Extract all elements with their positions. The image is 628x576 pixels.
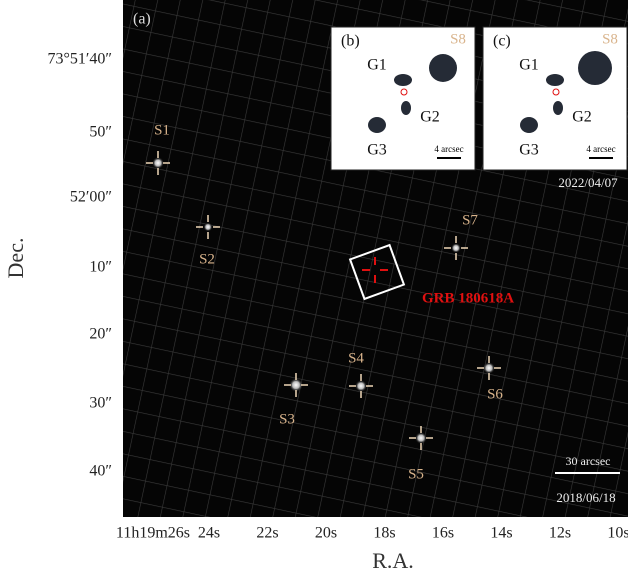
source-label: S5 <box>408 466 424 482</box>
star <box>355 380 367 392</box>
inset-frame <box>330 26 476 171</box>
date: 2022/04/07 <box>558 175 618 190</box>
scale-label: 30 arcsec <box>566 454 611 468</box>
galaxy <box>520 117 538 133</box>
x-tick-label: 24s <box>198 525 220 542</box>
source-label: S2 <box>199 251 215 267</box>
inset-label: G2 <box>572 109 592 126</box>
host-marker <box>552 88 560 96</box>
y-tick-label: 40″ <box>89 463 112 480</box>
galaxy <box>429 54 457 82</box>
galaxy <box>401 101 411 115</box>
grb-label: GRB 180618A <box>422 290 514 306</box>
inset-label: S8 <box>450 31 466 47</box>
x-tick-label: 18s <box>373 525 395 542</box>
source-label: S1 <box>154 122 170 138</box>
date: 2018/06/18 <box>556 490 615 505</box>
inset-frame <box>482 26 628 171</box>
x-axis-title: R.A. <box>372 548 414 573</box>
x-tick-label: 16s <box>432 525 454 542</box>
inset-label: G1 <box>367 57 387 74</box>
x-tick-label: 14s <box>490 525 512 542</box>
source-label: S3 <box>279 411 295 427</box>
star <box>451 243 461 253</box>
scale-label: 4 arcsec <box>586 144 615 154</box>
panel-label: (c) <box>493 33 511 50</box>
inset-label: G2 <box>420 109 440 126</box>
source-label: S6 <box>487 386 503 402</box>
galaxy <box>394 74 412 86</box>
x-tick-label: 12s <box>549 525 571 542</box>
star <box>483 362 495 374</box>
star <box>289 378 303 392</box>
inset-label: S8 <box>602 31 618 47</box>
inset-label: G3 <box>367 142 387 159</box>
x-tick-label: 22s <box>256 525 278 542</box>
grb-cross <box>362 257 388 283</box>
inset-label: G3 <box>519 142 539 159</box>
y-tick-label: 30″ <box>89 395 112 412</box>
galaxy <box>368 117 386 133</box>
scale-label: 4 arcsec <box>434 144 463 154</box>
y-axis-title: Dec. <box>3 238 28 279</box>
host-marker <box>400 88 408 96</box>
grb-box <box>348 243 406 301</box>
y-tick-label: 50″ <box>89 124 112 141</box>
x-tick-label: 11h19m26s <box>116 525 190 542</box>
galaxy <box>578 51 612 85</box>
inset-label: G1 <box>519 57 539 74</box>
y-tick-label: 10″ <box>89 259 112 276</box>
source-label: S7 <box>462 212 478 228</box>
panel-label: (a) <box>133 11 151 28</box>
x-tick-label: 20s <box>315 525 337 542</box>
star <box>152 157 164 169</box>
y-tick-label: 20″ <box>89 326 112 343</box>
galaxy <box>546 74 564 86</box>
x-tick-label: 10s <box>607 525 628 542</box>
source-label: S4 <box>348 350 364 366</box>
panel-label: (b) <box>341 33 360 50</box>
y-tick-label: 73°51′40″ <box>47 51 112 68</box>
star <box>415 432 427 444</box>
y-tick-label: 52′00″ <box>70 189 112 206</box>
galaxy <box>553 101 563 115</box>
star <box>203 222 213 232</box>
